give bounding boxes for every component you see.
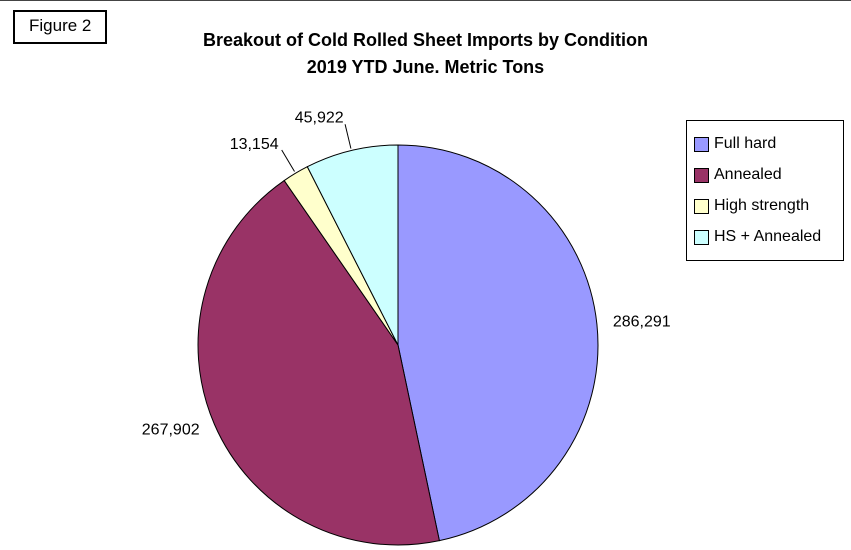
chart-title-line2: 2019 YTD June. Metric Tons <box>306 57 545 77</box>
legend-swatch-annealed <box>694 167 709 183</box>
legend-swatch-high-strength <box>694 198 709 214</box>
slice-value-label-high-strength: 13,154 <box>230 136 279 153</box>
legend: Full hard Annealed High strength HS + Annea… <box>686 120 844 261</box>
figure-label-box: Figure 2 <box>13 10 108 44</box>
pie-slice-full-hard <box>397 144 599 542</box>
pie-slice-hs-annealed <box>306 144 399 346</box>
slice-value-label-annealed: 267,902 <box>142 422 200 439</box>
legend-label-full-hard: Full hard <box>714 135 777 152</box>
legend-item-hs-annealed: HS + Annealed <box>694 228 837 246</box>
slice-value-label-full-hard: 286,291 <box>613 314 671 331</box>
legend-label-high-strength: High strength <box>714 197 810 214</box>
slice-value-label-hs-annealed: 45,922 <box>295 110 344 127</box>
label-leader-line-high-strength <box>281 149 295 172</box>
figure-label-text: Figure 2 <box>29 16 92 35</box>
chart-title-line1: Breakout of Cold Rolled Sheet Imports by… <box>202 30 648 50</box>
pie-slice-annealed <box>197 179 440 546</box>
legend-item-high-strength: High strength <box>694 197 837 215</box>
legend-item-full-hard: Full hard <box>694 135 837 153</box>
legend-label-annealed: Annealed <box>714 166 782 183</box>
chart-title: Breakout of Cold Rolled Sheet Imports by… <box>0 27 851 81</box>
label-leader-line-hs-annealed <box>344 124 352 149</box>
legend-label-hs-annealed: HS + Annealed <box>714 228 822 245</box>
legend-swatch-hs-annealed <box>694 229 709 245</box>
legend-swatch-full-hard <box>694 136 709 152</box>
legend-item-annealed: Annealed <box>694 166 837 184</box>
